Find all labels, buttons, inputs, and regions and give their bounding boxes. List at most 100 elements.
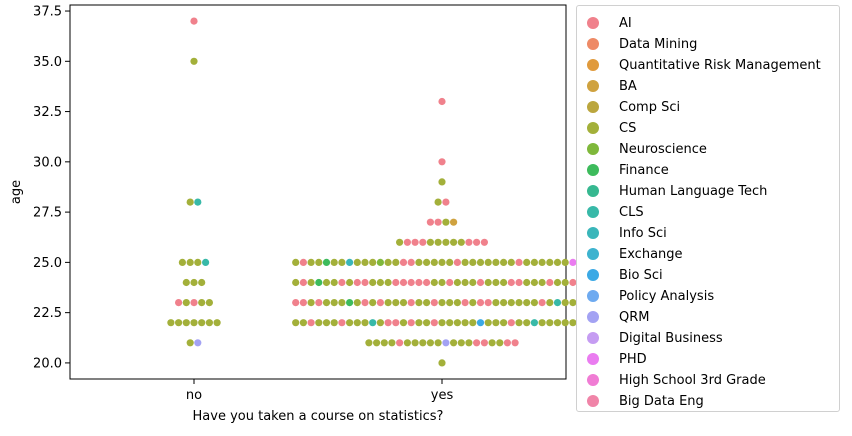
- data-point: [430, 258, 438, 266]
- data-point: [346, 319, 354, 327]
- data-point: [190, 278, 198, 287]
- legend-item: AI: [587, 13, 632, 33]
- data-point: [461, 278, 469, 287]
- data-point: [175, 299, 183, 307]
- legend-label: AI: [619, 15, 632, 31]
- legend-label: Finance: [619, 162, 669, 178]
- data-point: [446, 258, 454, 266]
- data-point: [205, 319, 213, 327]
- data-point: [569, 258, 577, 266]
- data-point: [330, 319, 338, 327]
- data-point: [373, 339, 381, 347]
- data-point: [369, 299, 377, 307]
- legend-item: CLS: [587, 202, 644, 222]
- data-point: [492, 319, 500, 327]
- data-point: [346, 278, 354, 287]
- data-point: [399, 299, 408, 307]
- data-point: [465, 339, 473, 347]
- data-point: [500, 319, 508, 327]
- data-point: [198, 299, 206, 307]
- data-point: [384, 299, 392, 307]
- data-point: [507, 278, 515, 287]
- data-point: [423, 258, 431, 266]
- data-point: [469, 319, 477, 327]
- data-point: [322, 299, 331, 307]
- data-point: [569, 319, 577, 327]
- data-point: [426, 238, 434, 246]
- data-point: [407, 319, 415, 327]
- legend-marker: [587, 164, 599, 176]
- legend-label: Human Language Tech: [619, 183, 768, 199]
- data-point: [480, 339, 488, 347]
- data-point: [182, 278, 190, 287]
- data-point: [338, 278, 346, 287]
- data-point: [361, 299, 369, 307]
- data-point: [423, 319, 431, 327]
- legend-marker: [587, 332, 599, 344]
- data-point: [438, 97, 446, 106]
- data-point: [423, 299, 431, 307]
- data-point: [194, 198, 202, 206]
- data-point: [484, 319, 492, 327]
- data-point: [399, 258, 408, 266]
- data-point: [376, 299, 384, 307]
- legend-marker: [587, 227, 599, 239]
- data-point: [438, 319, 446, 327]
- data-point: [434, 339, 442, 347]
- data-point: [438, 258, 446, 266]
- data-point: [561, 299, 569, 307]
- y-axis-label: age: [9, 180, 24, 204]
- data-point: [361, 319, 369, 327]
- data-point: [430, 278, 438, 287]
- data-point: [322, 319, 331, 327]
- data-point: [292, 319, 300, 327]
- legend-item: Big Data Eng: [587, 391, 704, 411]
- data-point: [480, 238, 488, 246]
- legend-item: Bio Sci: [587, 265, 663, 285]
- data-point: [376, 278, 384, 287]
- data-point: [500, 299, 508, 307]
- data-point: [546, 258, 554, 266]
- data-point: [415, 278, 423, 287]
- legend-item: Digital Business: [587, 328, 723, 348]
- data-point: [407, 278, 415, 287]
- data-point: [299, 278, 307, 287]
- data-point: [399, 278, 408, 287]
- data-point: [538, 299, 546, 307]
- data-point: [507, 319, 515, 327]
- data-point: [442, 218, 450, 226]
- legend: AI Data Mining Quantitative Risk Managemen…: [576, 5, 840, 412]
- legend-item: Finance: [587, 160, 669, 180]
- legend-marker: [587, 122, 599, 134]
- data-point: [423, 278, 431, 287]
- data-point: [186, 339, 194, 347]
- legend-label: Neuroscience: [619, 141, 707, 157]
- data-point: [492, 299, 500, 307]
- data-point: [338, 299, 346, 307]
- data-point: [182, 319, 190, 327]
- data-point: [515, 278, 523, 287]
- data-point: [473, 339, 481, 347]
- data-point: [461, 299, 469, 307]
- legend-item: High School 3rd Grade: [587, 370, 766, 390]
- data-point: [546, 278, 554, 287]
- data-point: [453, 258, 461, 266]
- data-point: [515, 319, 523, 327]
- y-axis: 20.0 22.5 25.0 27.5 30.0 32.5 35.0 37.5: [33, 5, 70, 371]
- data-point: [315, 299, 323, 307]
- data-point: [553, 299, 562, 307]
- data-point: [299, 319, 307, 327]
- data-point: [415, 319, 423, 327]
- legend-label: Digital Business: [619, 330, 723, 346]
- data-point: [438, 278, 446, 287]
- data-point: [292, 278, 300, 287]
- data-point: [384, 258, 392, 266]
- data-point: [438, 359, 446, 367]
- legend-label: Bio Sci: [619, 267, 663, 283]
- data-point: [415, 258, 423, 266]
- data-point: [322, 258, 331, 266]
- data-point: [476, 319, 485, 327]
- data-point: [194, 258, 202, 266]
- data-point: [461, 319, 469, 327]
- data-point: [561, 258, 569, 266]
